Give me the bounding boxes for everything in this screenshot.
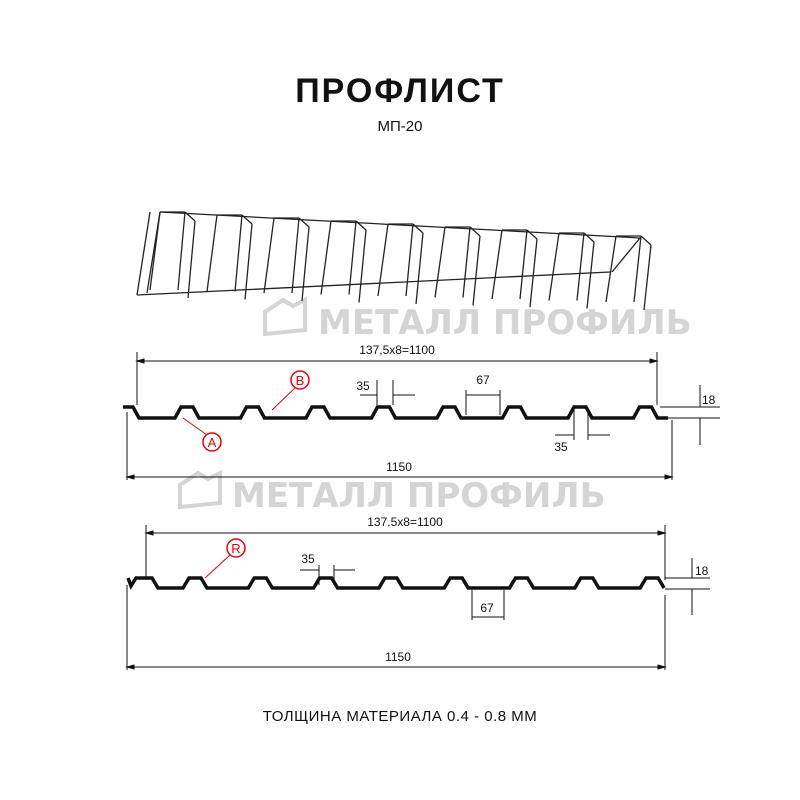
sheet-edge [415,232,424,305]
sheet-edge [320,220,332,295]
sheet-edge [291,217,300,294]
sheet-edge [358,229,367,303]
watermark-2: МЕТАЛЛ ПРОФИЛЬ [178,469,606,516]
sheet-edge [472,235,481,306]
callout-a-circle [202,432,222,452]
total-label-top: 1150 [386,460,412,474]
total-label-bottom: 1150 [385,650,411,664]
sheet-edge [519,229,528,300]
callout-b-circle [290,370,310,390]
sheet-edge [159,211,641,239]
callout-r-circle [226,538,246,558]
page-title: ПРОФЛИСТ [295,72,505,110]
watermark-1: МЕТАЛЛ ПРОФИЛЬ [263,296,692,343]
sheet-edge [244,223,253,300]
profile-top-drawing [123,352,720,480]
page-subtitle: МП-20 [377,118,423,135]
sheet-edge [586,241,595,309]
sheet-edge [548,232,560,301]
sheet-edge [136,211,151,296]
sheet-edge [491,229,503,300]
sheet-edge [529,238,538,308]
callout-b: B [296,373,305,388]
sheet-edge [583,232,595,243]
callout-r: R [231,541,240,556]
watermark-logo-icon [263,296,307,337]
callout-a: A [208,435,217,450]
profile-top-line [123,405,668,420]
sheet-edge [187,220,196,299]
top-width-label: 35 [356,379,370,393]
sheet-edge [146,211,161,294]
watermark-text: МЕТАЛЛ ПРОФИЛЬ [318,303,692,343]
sheet-edge [643,244,652,311]
height-label-bottom: 18 [695,564,709,578]
rib-label-bottom: 67 [480,601,494,615]
sheet-edge [136,271,611,296]
sheet-edge [576,232,585,301]
height-label-top: 18 [702,393,716,407]
top-width-label-bottom: 35 [301,552,315,566]
sheet-edge [377,223,389,297]
sheet-edge [177,211,186,291]
material-thickness-note: ТОЛЩИНА МАТЕРИАЛА 0.4 - 0.8 ММ [262,708,538,725]
pitch-label-bottom: 137.5x8=1100 [367,515,443,529]
watermark-logo-icon [178,469,222,510]
sheet-edge [611,237,641,273]
sheet-edge [405,223,414,297]
rib-label-top: 67 [476,373,490,387]
sheet-edge [348,220,357,295]
sheet-edge [633,235,642,303]
sheet-edge [434,226,446,298]
watermark-text: МЕТАЛЛ ПРОФИЛЬ [232,476,606,516]
sheet-edge [462,226,471,298]
profile-bottom-drawing [125,525,710,670]
bottom-width-label: 35 [554,440,568,454]
pitch-label-top: 137,5x8=1100 [359,343,435,357]
sheet-edge [605,235,617,303]
sheet-edge [301,226,310,302]
sheet-edge [263,217,275,294]
sheet-edge [206,214,218,292]
sheet-edge [640,235,652,246]
sheet-3d-view [136,211,652,311]
sheet-edge [234,214,243,292]
profile-bottom-line [126,576,666,590]
